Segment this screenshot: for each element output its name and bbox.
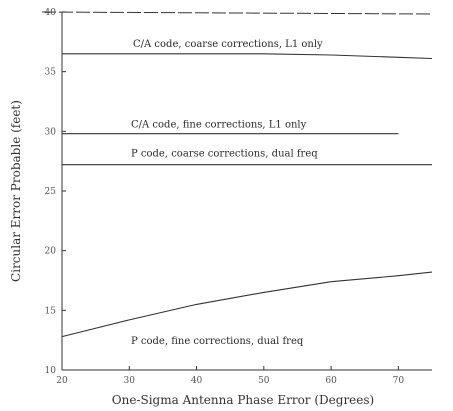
x-tick-label: 30 [124, 376, 136, 386]
x-tick-label: 40 [191, 376, 203, 386]
series-label: P code, coarse corrections, dual freq [131, 149, 318, 160]
y-tick-label: 25 [45, 187, 57, 197]
y-tick-label: 10 [45, 366, 57, 376]
y-axis-label: Circular Error Probable (feet) [9, 100, 23, 282]
x-tick-label: 60 [325, 376, 337, 386]
series-label: C/A code, coarse corrections, L1 only [133, 39, 323, 50]
series-label: C/A code, fine corrections, L1 only [131, 120, 307, 131]
chart-series-labels: C/A code, coarse corrections, L1 only C/A… [131, 39, 323, 347]
x-tick-label: 50 [258, 376, 270, 386]
y-tick-label: 20 [45, 247, 57, 257]
top-border-line [41, 11, 433, 15]
x-tick-label: 20 [56, 376, 68, 386]
chart-axes: 20 30 40 50 60 70 10 15 20 25 30 35 40 [41, 8, 433, 386]
y-tick-label: 35 [45, 68, 57, 78]
y-tick-label: 40 [45, 8, 57, 18]
y-tick-label: 30 [45, 127, 57, 137]
series-line [62, 53, 433, 60]
chart-series-lines [61, 53, 433, 338]
series-line [61, 271, 433, 338]
series-label: P code, fine corrections, dual freq [131, 336, 304, 347]
x-tick-label: 70 [393, 376, 405, 386]
y-tick-label: 15 [45, 306, 57, 316]
x-axis-label: One-Sigma Antenna Phase Error (Degrees) [112, 393, 374, 407]
